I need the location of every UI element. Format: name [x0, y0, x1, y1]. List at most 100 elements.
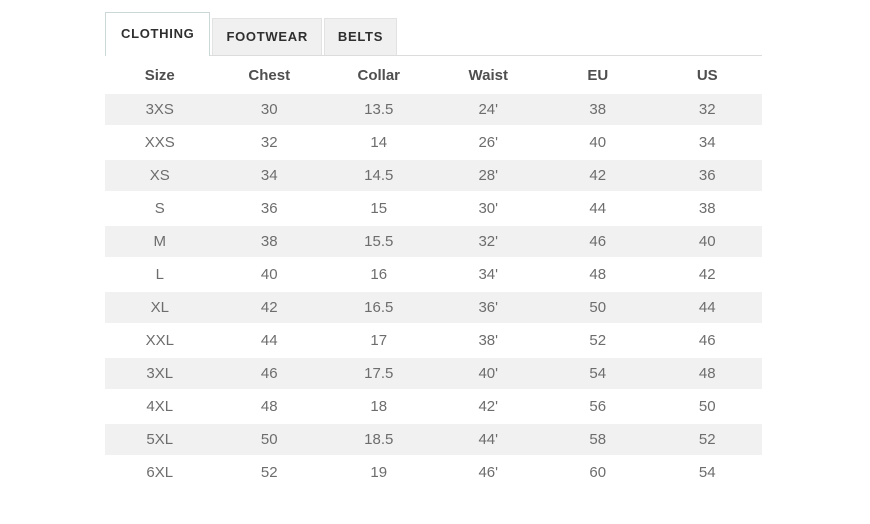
table-cell: 15.5: [364, 233, 394, 250]
table-cell: 54: [589, 365, 607, 382]
table-cell: 24': [478, 101, 499, 118]
table-cell: 34: [260, 167, 278, 184]
table-cell: XL: [150, 299, 169, 316]
table-cell: 52: [698, 431, 716, 448]
table-cell: 17: [370, 332, 388, 349]
table-cell: 58: [589, 431, 607, 448]
table-row: 6XL 52 19 46' 60 54: [105, 456, 762, 489]
table-cell: 40: [589, 134, 607, 151]
table-cell: 38': [478, 332, 499, 349]
table-cell: 60: [589, 464, 607, 481]
table-cell: 34': [478, 266, 499, 283]
column-header-us: US: [696, 67, 718, 84]
table-cell: 54: [698, 464, 716, 481]
table-cell: 38: [260, 233, 278, 250]
table-cell: 4XL: [146, 398, 174, 415]
table-row: XXS 32 14 26' 40 34: [105, 126, 762, 159]
table-cell: 28': [478, 167, 499, 184]
table-cell: 46: [589, 233, 607, 250]
table-cell: 3XS: [145, 101, 174, 118]
table-row: XL 42 16.5 36' 50 44: [105, 291, 762, 324]
table-row: 3XL 46 17.5 40' 54 48: [105, 357, 762, 390]
size-chart-widget: CLOTHING FOOTWEAR BELTS Size Chest Colla…: [105, 12, 762, 490]
column-header-size: Size: [144, 67, 175, 84]
table-cell: 50: [589, 299, 607, 316]
table-cell: 32: [260, 134, 278, 151]
table-cell: 44: [589, 200, 607, 217]
table-cell: 6XL: [146, 464, 174, 481]
table-cell: 40: [698, 233, 716, 250]
table-cell: 36: [698, 167, 716, 184]
table-cell: L: [155, 266, 164, 283]
column-header-eu: EU: [587, 67, 609, 84]
table-cell: 42: [589, 167, 607, 184]
table-header: Size Chest Collar Waist EU US: [105, 56, 762, 94]
table-row: XS 34 14.5 28' 42 36: [105, 159, 762, 192]
table-header-row: Size Chest Collar Waist EU US: [105, 56, 762, 94]
table-cell: 48: [698, 365, 716, 382]
table-cell: 38: [698, 200, 716, 217]
table-cell: 34: [698, 134, 716, 151]
table-cell: 14: [370, 134, 388, 151]
table-row: XXL 44 17 38' 52 46: [105, 324, 762, 357]
table-cell: 42': [478, 398, 499, 415]
table-cell: 44: [698, 299, 716, 316]
table-cell: 32: [698, 101, 716, 118]
table-cell: 3XL: [146, 365, 174, 382]
table-cell: 19: [370, 464, 388, 481]
table-cell: 40: [260, 266, 278, 283]
table-cell: M: [153, 233, 167, 250]
size-chart-table: Size Chest Collar Waist EU US 3XS 30 13.5 2…: [105, 56, 762, 490]
table-cell: 46: [698, 332, 716, 349]
table-cell: 48: [260, 398, 278, 415]
table-cell: 46: [260, 365, 278, 382]
table-cell: 17.5: [364, 365, 394, 382]
table-cell: 30': [478, 200, 499, 217]
table-cell: 40': [478, 365, 499, 382]
table-cell: 50: [260, 431, 278, 448]
table-cell: 44: [260, 332, 278, 349]
table-cell: 26': [478, 134, 499, 151]
table-cell: S: [154, 200, 165, 217]
table-body: 3XS 30 13.5 24' 38 32 XXS 32 14 26' 40 34 XS 34 14.5 28…: [105, 94, 762, 489]
table-cell: 42: [260, 299, 278, 316]
tab-clothing[interactable]: CLOTHING: [105, 12, 211, 56]
table-row: L 40 16 34' 48 42: [105, 258, 762, 291]
table-cell: 44': [478, 431, 499, 448]
table-cell: 30: [260, 101, 278, 118]
table-cell: 16: [370, 266, 388, 283]
table-cell: 14.5: [364, 167, 394, 184]
column-header-collar: Collar: [357, 67, 400, 84]
table-cell: 16.5: [364, 299, 394, 316]
table-row: S 36 15 30' 44 38: [105, 192, 762, 225]
table-cell: XS: [149, 167, 170, 184]
table-cell: 36': [478, 299, 499, 316]
table-cell: 48: [589, 266, 607, 283]
table-cell: 52: [260, 464, 278, 481]
table-cell: XXS: [144, 134, 175, 151]
table-cell: 15: [370, 200, 388, 217]
table-row: 5XL 50 18.5 44' 58 52: [105, 423, 762, 456]
tab-footwear[interactable]: FOOTWEAR: [212, 18, 322, 55]
table-row: 4XL 48 18 42' 56 50: [105, 390, 762, 423]
table-cell: 36: [260, 200, 278, 217]
table-cell: XXL: [145, 332, 174, 349]
tab-belts[interactable]: BELTS: [323, 18, 398, 55]
table-cell: 56: [589, 398, 607, 415]
table-cell: 18.5: [364, 431, 394, 448]
table-cell: 13.5: [364, 101, 394, 118]
table-cell: 32': [478, 233, 499, 250]
table-cell: 52: [589, 332, 607, 349]
column-header-chest: Chest: [248, 67, 291, 84]
tab-bar: CLOTHING FOOTWEAR BELTS: [105, 12, 762, 56]
table-cell: 42: [698, 266, 716, 283]
column-header-waist: Waist: [468, 67, 508, 84]
table-cell: 5XL: [146, 431, 174, 448]
table-row: M 38 15.5 32' 46 40: [105, 225, 762, 258]
table-cell: 50: [698, 398, 716, 415]
table-row: 3XS 30 13.5 24' 38 32: [105, 94, 762, 126]
table-cell: 18: [370, 398, 388, 415]
table-cell: 38: [589, 101, 607, 118]
table-cell: 46': [478, 464, 499, 481]
